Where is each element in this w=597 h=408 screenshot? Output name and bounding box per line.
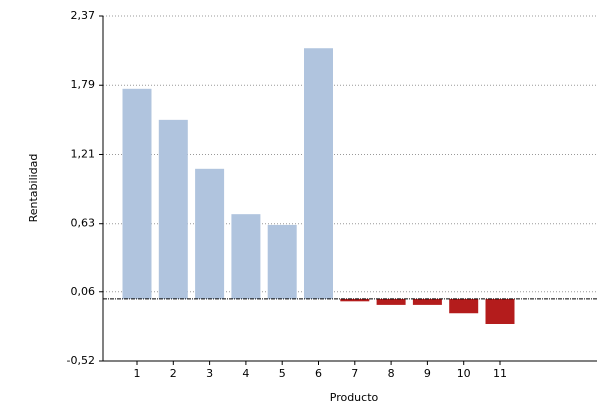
- y-tick-label: 2,37: [71, 9, 96, 22]
- x-tick-label: 6: [315, 367, 322, 380]
- bar: [231, 214, 261, 299]
- x-tick-label: 7: [351, 367, 358, 380]
- bar: [158, 119, 188, 299]
- x-tick-label: 4: [242, 367, 249, 380]
- x-tick-label: 8: [388, 367, 395, 380]
- x-tick-label: 5: [279, 367, 286, 380]
- bar: [485, 298, 515, 324]
- x-tick-label: 3: [206, 367, 213, 380]
- bar: [304, 48, 333, 299]
- bar: [376, 298, 406, 305]
- x-tick-label: 1: [134, 367, 141, 380]
- x-tick-label: 10: [457, 367, 471, 380]
- y-tick-label: 0,63: [71, 217, 96, 230]
- bar: [340, 298, 370, 302]
- x-tick-label: 11: [493, 367, 507, 380]
- x-tick-label: 9: [424, 367, 431, 380]
- x-axis-label: Producto: [330, 391, 379, 404]
- x-tick-label: 2: [170, 367, 177, 380]
- y-tick-label: 1,79: [71, 78, 96, 91]
- bar: [122, 88, 152, 299]
- bar: [449, 298, 479, 314]
- y-tick-label: 0,06: [71, 285, 96, 298]
- y-axis-label: Rentabilidad: [27, 154, 40, 223]
- bar: [412, 298, 442, 305]
- bar: [195, 168, 225, 299]
- y-tick-label: 1,21: [71, 147, 96, 160]
- bar: [267, 224, 297, 299]
- y-tick-label: -0,52: [67, 354, 95, 367]
